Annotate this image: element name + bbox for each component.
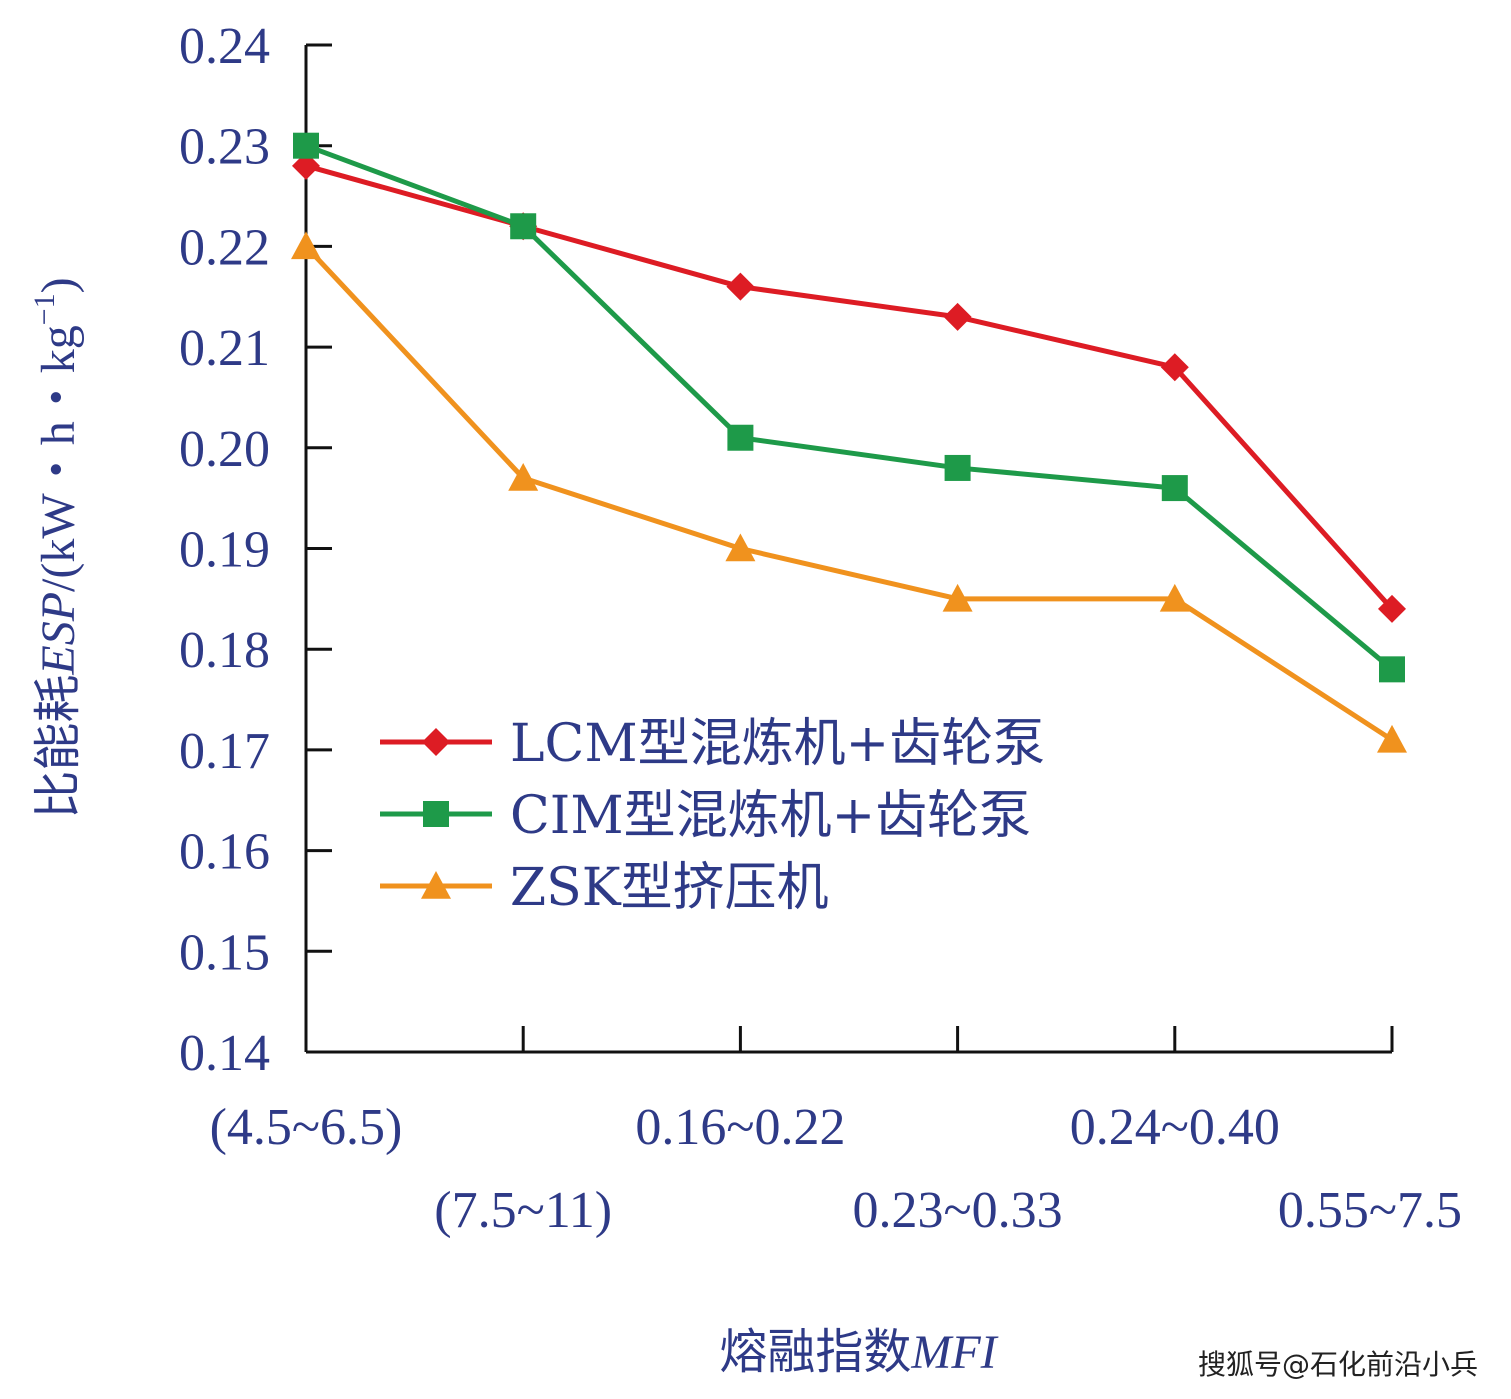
x-category-label: 0.16~0.22 xyxy=(635,1099,845,1156)
y-tick-label: 0.20 xyxy=(179,421,270,478)
x-category-label: 0.55~7.5 xyxy=(1278,1182,1462,1239)
x-category-label: 0.24~0.40 xyxy=(1070,1099,1280,1156)
y-tick-label: 0.18 xyxy=(179,622,270,679)
legend-marker xyxy=(421,871,451,899)
data-point xyxy=(726,272,755,301)
data-point xyxy=(1160,353,1189,382)
data-point xyxy=(508,463,539,491)
data-point xyxy=(944,454,971,481)
x-category-label: (7.5~11) xyxy=(434,1182,612,1239)
legend-label: ZSK型挤压机 xyxy=(510,858,829,918)
data-point xyxy=(1378,594,1406,623)
series-triangle xyxy=(291,231,1407,753)
data-point xyxy=(293,132,319,159)
y-tick-label: 0.19 xyxy=(179,522,270,579)
x-category-label: 0.23~0.33 xyxy=(853,1182,1063,1239)
legend-item: CIM型混炼机+齿轮泵 xyxy=(380,786,1031,846)
y-tick-label: 0.17 xyxy=(179,723,270,780)
y-tick-label: 0.21 xyxy=(179,320,270,377)
data-point xyxy=(1159,583,1190,612)
data-point xyxy=(727,424,754,451)
data-point xyxy=(725,533,756,562)
y-tick-label: 0.22 xyxy=(179,219,270,276)
legend-label: LCM型混炼机+齿轮泵 xyxy=(510,714,1045,774)
series-line xyxy=(305,163,1394,611)
y-ticks: 0.14 0.15 0.16 0.17 0.18 0.19 0.20 0.21 0.22 0.23… xyxy=(179,18,332,1082)
x-ticks: (4.5~6.5) (7.5~11) 0.16~0.220.23~0.330.24~… xyxy=(210,1026,1462,1239)
data-point xyxy=(291,231,321,260)
legend-marker xyxy=(422,728,450,756)
x-axis-title: 熔融指数MFI xyxy=(719,1324,998,1380)
legend-label: CIM型混炼机+齿轮泵 xyxy=(510,786,1031,846)
watermark: 搜狐号@石化前沿小兵 xyxy=(1198,1348,1478,1381)
data-point xyxy=(1379,656,1405,683)
data-point xyxy=(510,213,537,240)
data-point xyxy=(292,151,320,180)
legend-item: LCM型混炼机+齿轮泵 xyxy=(380,714,1045,774)
series-layer xyxy=(291,132,1407,753)
axes xyxy=(304,45,1392,1054)
y-tick-label: 0.23 xyxy=(179,119,270,176)
y-tick-label: 0.24 xyxy=(179,18,270,75)
series-square xyxy=(293,132,1405,683)
data-point xyxy=(1161,475,1188,502)
legend-item: ZSK型挤压机 xyxy=(380,858,829,918)
data-point xyxy=(942,583,973,612)
y-tick-label: 0.15 xyxy=(179,924,270,981)
series-diamond xyxy=(292,151,1406,623)
legend-marker xyxy=(423,801,449,827)
x-category-label: (4.5~6.5) xyxy=(210,1099,403,1156)
y-tick-label: 0.16 xyxy=(179,824,270,881)
y-axis-title: 比能耗ESP/(kW・h・kg−1) xyxy=(28,277,86,818)
series-line xyxy=(305,143,1394,672)
series-line xyxy=(304,244,1394,742)
legend: LCM型混炼机+齿轮泵 CIM型混炼机+齿轮泵 ZSK型挤压机 xyxy=(380,714,1045,918)
data-point xyxy=(943,302,972,331)
y-tick-label: 0.14 xyxy=(179,1025,270,1082)
data-point xyxy=(1377,724,1407,753)
